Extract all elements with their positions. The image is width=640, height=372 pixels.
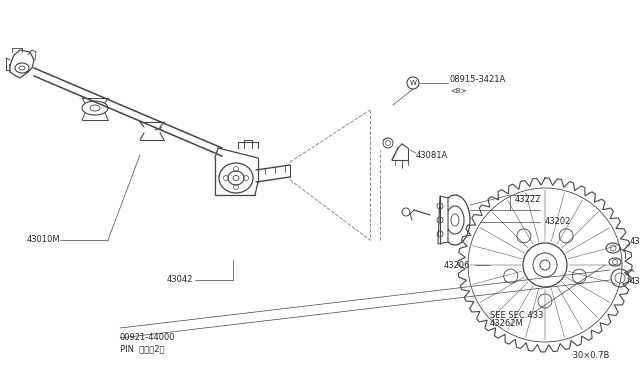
Ellipse shape xyxy=(440,195,470,245)
Text: 43042: 43042 xyxy=(166,276,193,285)
Polygon shape xyxy=(438,196,448,244)
Text: 43234: 43234 xyxy=(630,278,640,286)
Text: 00921-44000: 00921-44000 xyxy=(120,334,175,343)
Text: SEE SEC.433: SEE SEC.433 xyxy=(490,311,543,320)
Text: 43262M: 43262M xyxy=(490,320,524,328)
Text: PIN  ピン（2）: PIN ピン（2） xyxy=(120,344,164,353)
Text: 08915-3421A: 08915-3421A xyxy=(450,76,506,84)
Ellipse shape xyxy=(609,258,621,266)
Ellipse shape xyxy=(611,269,629,287)
Ellipse shape xyxy=(82,101,108,115)
Ellipse shape xyxy=(15,63,29,73)
Text: <B>: <B> xyxy=(450,88,467,94)
Ellipse shape xyxy=(219,163,253,193)
Text: W: W xyxy=(410,80,417,86)
Ellipse shape xyxy=(228,171,244,185)
Text: 43202: 43202 xyxy=(545,218,572,227)
Text: 43264: 43264 xyxy=(630,237,640,247)
Text: 43010M: 43010M xyxy=(26,235,60,244)
Text: 43206: 43206 xyxy=(444,260,470,269)
Text: 43222: 43222 xyxy=(515,196,541,205)
Text: 43081A: 43081A xyxy=(416,151,448,160)
Ellipse shape xyxy=(446,206,464,234)
Ellipse shape xyxy=(606,243,620,253)
Text: ·30×0.7B: ·30×0.7B xyxy=(570,352,609,360)
